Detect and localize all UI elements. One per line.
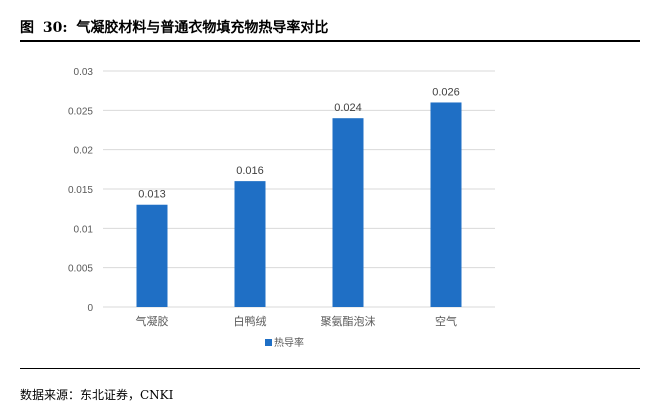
y-tick-label: 0.015 xyxy=(68,185,93,196)
x-tick-label: 气凝胶 xyxy=(136,314,169,328)
figure-header: 图 30: 气凝胶材料与普通衣物填充物热导率对比 xyxy=(20,17,640,39)
x-axis-tick-labels: 气凝胶 白鸭绒 聚氨酯泡沫 空气 xyxy=(136,314,458,328)
grid-lines xyxy=(103,70,495,308)
y-tick-label: 0.01 xyxy=(74,224,94,235)
bar xyxy=(430,102,462,307)
x-tick-label: 聚氨酯泡沫 xyxy=(321,314,376,328)
y-tick-label: 0.005 xyxy=(68,264,93,275)
figure-label: 图 xyxy=(20,20,34,36)
bars xyxy=(136,102,462,307)
x-tick-label: 白鸭绒 xyxy=(234,314,267,328)
data-labels: 0.013 0.016 0.024 0.026 xyxy=(138,86,460,200)
source-note: 数据来源：东北证券，CNKI xyxy=(20,388,174,402)
legend-swatch xyxy=(265,339,272,346)
data-label: 0.016 xyxy=(236,165,264,177)
data-label: 0.013 xyxy=(138,189,166,201)
legend: 热导率 xyxy=(265,336,304,349)
bar xyxy=(234,181,266,307)
header-rule xyxy=(20,40,640,42)
bar xyxy=(332,118,364,307)
y-tick-label: 0.025 xyxy=(68,106,93,117)
data-label: 0.026 xyxy=(432,86,460,98)
bar xyxy=(136,204,168,307)
figure-number: 30: xyxy=(42,20,68,36)
y-axis-tick-labels: 0 0.005 0.01 0.015 0.02 0.025 0.03 xyxy=(68,67,93,314)
footer-rule xyxy=(20,368,640,369)
figure-title: 气凝胶材料与普通衣物填充物热导率对比 xyxy=(76,20,329,36)
data-label: 0.024 xyxy=(334,102,362,114)
x-tick-label: 空气 xyxy=(435,314,457,328)
y-tick-label: 0.02 xyxy=(74,146,94,157)
y-tick-label: 0.03 xyxy=(74,67,94,78)
legend-label: 热导率 xyxy=(274,336,304,349)
y-tick-label: 0 xyxy=(87,303,93,314)
